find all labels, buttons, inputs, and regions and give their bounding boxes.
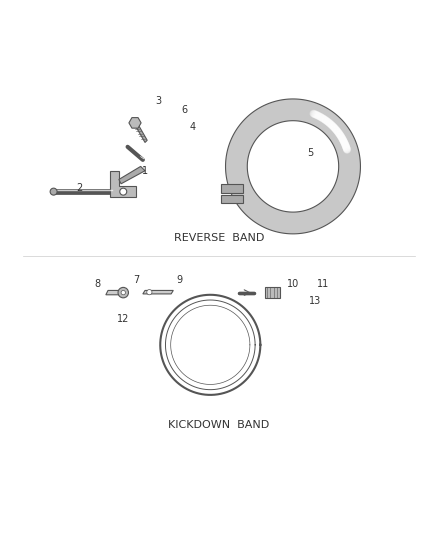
- Circle shape: [327, 120, 334, 127]
- Circle shape: [320, 116, 327, 122]
- Circle shape: [325, 119, 332, 126]
- Circle shape: [314, 112, 321, 118]
- Circle shape: [341, 140, 348, 146]
- Circle shape: [333, 127, 340, 134]
- Circle shape: [318, 114, 324, 120]
- Circle shape: [317, 114, 323, 120]
- Circle shape: [343, 146, 350, 152]
- Circle shape: [316, 113, 322, 119]
- Text: REVERSE  BAND: REVERSE BAND: [174, 233, 264, 243]
- Bar: [221, 195, 243, 204]
- Circle shape: [323, 117, 329, 124]
- Circle shape: [340, 138, 347, 144]
- Text: 12: 12: [117, 314, 130, 324]
- Circle shape: [335, 129, 341, 135]
- Circle shape: [147, 289, 152, 295]
- Polygon shape: [129, 118, 141, 128]
- Circle shape: [339, 136, 346, 142]
- Circle shape: [118, 287, 128, 298]
- Circle shape: [342, 142, 349, 148]
- Circle shape: [315, 112, 321, 119]
- Circle shape: [321, 116, 328, 123]
- Circle shape: [339, 135, 345, 142]
- Circle shape: [329, 123, 336, 129]
- Polygon shape: [106, 290, 125, 295]
- Circle shape: [336, 130, 342, 136]
- Circle shape: [50, 188, 57, 195]
- Text: 2: 2: [77, 183, 83, 193]
- Circle shape: [312, 111, 319, 118]
- Polygon shape: [135, 123, 147, 142]
- Text: 9: 9: [177, 274, 183, 285]
- Circle shape: [334, 128, 341, 135]
- Text: KICKDOWN  BAND: KICKDOWN BAND: [168, 421, 270, 430]
- Text: 6: 6: [181, 105, 187, 115]
- Circle shape: [326, 120, 333, 126]
- Circle shape: [319, 115, 326, 122]
- Circle shape: [338, 134, 345, 141]
- Circle shape: [333, 126, 339, 133]
- Circle shape: [331, 124, 337, 131]
- Circle shape: [330, 124, 336, 130]
- Circle shape: [332, 126, 339, 132]
- Circle shape: [310, 110, 317, 117]
- Circle shape: [313, 111, 320, 118]
- Circle shape: [340, 137, 346, 143]
- Circle shape: [318, 115, 325, 121]
- Text: 4: 4: [190, 122, 196, 132]
- Text: 11: 11: [317, 279, 329, 289]
- Polygon shape: [119, 166, 145, 184]
- Text: 13: 13: [309, 296, 321, 306]
- Circle shape: [332, 125, 338, 132]
- Circle shape: [324, 118, 330, 125]
- Circle shape: [120, 188, 127, 195]
- Circle shape: [337, 132, 344, 139]
- Circle shape: [344, 147, 350, 153]
- Circle shape: [337, 132, 343, 138]
- Text: 3: 3: [155, 96, 161, 106]
- Circle shape: [311, 111, 318, 117]
- Text: 8: 8: [94, 279, 100, 289]
- Circle shape: [328, 122, 334, 128]
- Text: 5: 5: [307, 148, 314, 158]
- Polygon shape: [143, 290, 173, 294]
- Bar: [221, 184, 243, 192]
- Circle shape: [328, 122, 335, 128]
- Circle shape: [341, 139, 347, 145]
- Circle shape: [338, 133, 344, 140]
- Circle shape: [121, 290, 125, 295]
- Circle shape: [343, 144, 350, 151]
- Text: 7: 7: [133, 274, 139, 285]
- PathPatch shape: [226, 99, 360, 234]
- Circle shape: [343, 143, 349, 150]
- Text: 1: 1: [142, 166, 148, 176]
- Circle shape: [343, 142, 349, 149]
- Circle shape: [336, 131, 343, 137]
- Polygon shape: [110, 171, 136, 197]
- Circle shape: [322, 117, 328, 123]
- Circle shape: [342, 141, 348, 147]
- Text: 10: 10: [287, 279, 299, 289]
- Circle shape: [325, 119, 331, 125]
- Bar: [265, 287, 280, 298]
